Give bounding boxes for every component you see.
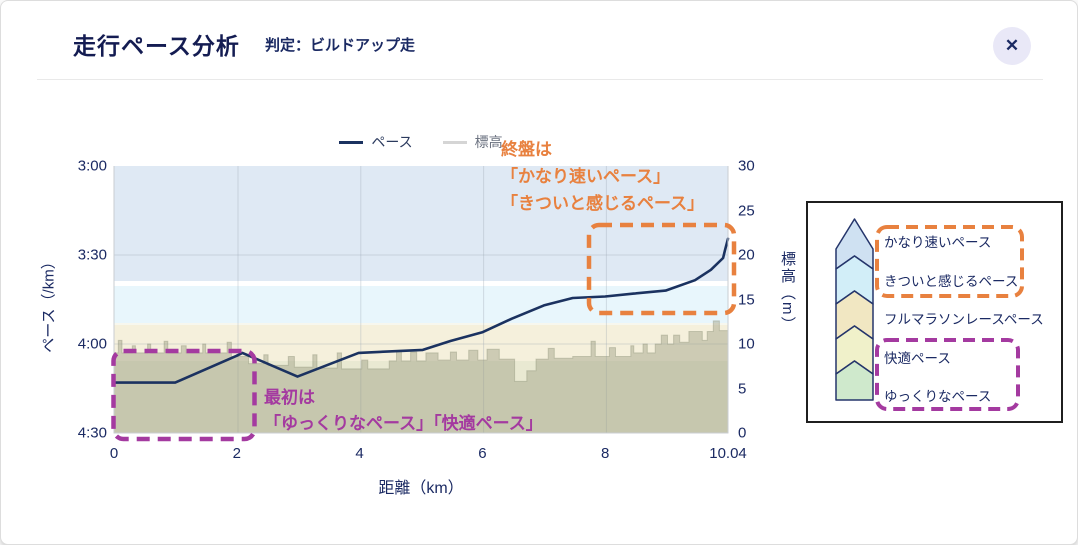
y-right-tick: 0	[738, 424, 747, 442]
legend-pace-label: ペース	[371, 134, 413, 150]
band-marathon	[114, 325, 728, 361]
annotation-line: 「きついと感じるペース」	[501, 194, 705, 213]
annotation-line: 終盤は	[501, 140, 552, 159]
zone-seg-slow	[835, 360, 874, 401]
x-tick: 0	[109, 445, 119, 462]
pace-zone-legend: かなり速いペースきついと感じるペースフルマラソンレースペース 快適ペースゆっくりな…	[806, 201, 1063, 423]
y-right-tick: 20	[738, 246, 755, 264]
x-axis-title: 距離（km）	[378, 480, 464, 497]
annotation-line: 「かなり速いペース」	[501, 167, 671, 186]
y-right-tick: 25	[738, 202, 755, 219]
y-right-tick: 10	[738, 335, 755, 353]
legend-item-pace[interactable]: ペース	[339, 132, 413, 152]
x-tick: 6	[478, 445, 487, 462]
band-hard	[114, 286, 728, 323]
y-left-tick: 4:30	[77, 424, 107, 442]
y-right-tick: 30	[738, 157, 755, 175]
verdict-label: 判定：ビルドアップ走	[265, 37, 416, 54]
pace-line	[112, 237, 730, 384]
close-icon: ✕	[1004, 36, 1020, 55]
zone-highlight-early	[875, 338, 1020, 411]
zone-label: かなり速いペース	[884, 235, 992, 250]
x-tick: 10.04	[709, 445, 747, 462]
y-axis-right-title: 標高（m）	[779, 251, 796, 334]
zone-label: 快適ペース	[884, 350, 951, 366]
chart-legend: ペース 標高	[114, 132, 728, 152]
band-gap2	[114, 323, 728, 325]
page-title: 走行ペース分析	[73, 33, 240, 59]
pace-line-swatch	[339, 140, 364, 144]
late-pace-callout-box	[586, 222, 737, 316]
y-right-tick: 5	[738, 380, 747, 397]
late-pace-annotation: 終盤は 「かなり速いペース」 「きついと感じるペース」	[501, 136, 704, 217]
y-left-tick: 3:30	[77, 246, 107, 264]
x-tick: 8	[601, 445, 610, 462]
legend-item-elevation[interactable]: 標高	[442, 132, 503, 152]
y-axis-left-title: ペース（/km）	[40, 254, 58, 353]
elevation-line-swatch	[442, 140, 467, 144]
legend-elevation-label: 標高	[474, 134, 503, 150]
y-left-tick: 3:00	[77, 157, 107, 175]
y-right-tick: 15	[738, 291, 755, 308]
early-pace-annotation: 最初は 「ゆっくりなペース」「快適ペース」	[264, 385, 543, 437]
y-left-tick: 4:00	[77, 335, 107, 353]
zone-labels: かなり速いペースきついと感じるペースフルマラソンレースペース 快適ペースゆっくりな…	[884, 203, 1062, 425]
zone-label: ゆっくりなペース	[884, 389, 992, 404]
close-button[interactable]: ✕	[993, 27, 1031, 65]
x-tick: 2	[232, 445, 241, 462]
pace-zone-arrow	[835, 218, 1024, 411]
early-pace-callout-box	[111, 348, 257, 442]
x-tick: 4	[355, 445, 364, 462]
zone-label: きついと感じるペース	[884, 273, 1019, 289]
annotation-line: 「ゆっくりなペース」「快適ペース」	[264, 414, 543, 433]
annotation-line: 最初は	[264, 388, 315, 407]
header-divider	[37, 79, 1043, 80]
zone-highlight-late	[875, 225, 1024, 298]
band-gap	[114, 281, 728, 286]
zone-label: フルマラソンレースペース	[884, 312, 1044, 327]
